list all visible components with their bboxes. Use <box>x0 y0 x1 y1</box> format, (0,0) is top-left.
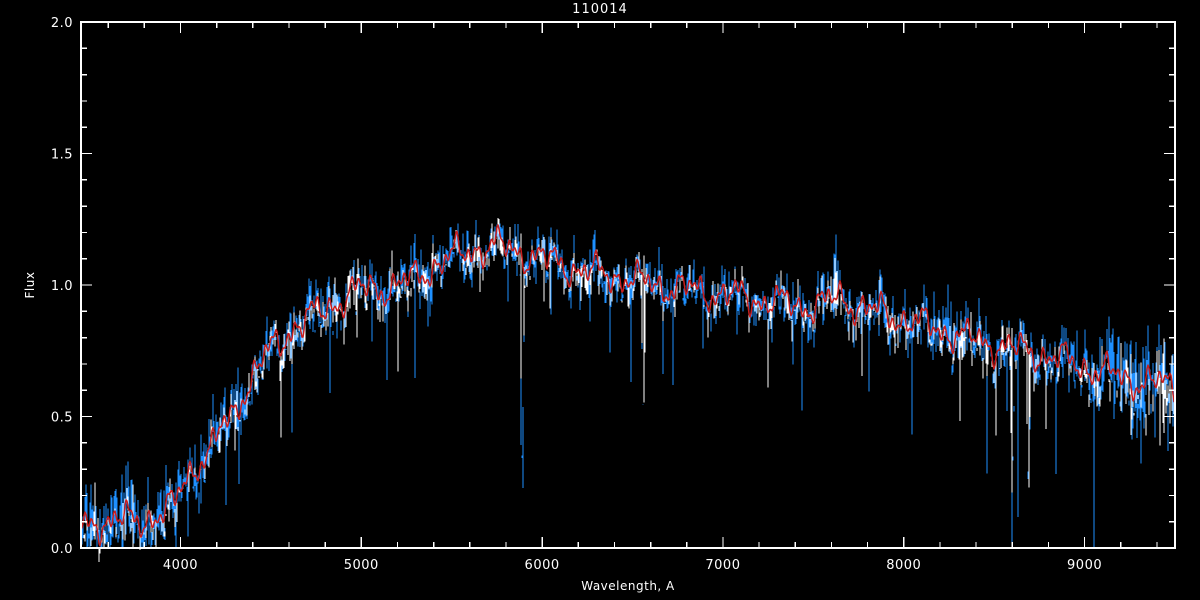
x-tick-label: 6000 <box>525 558 560 573</box>
plot-axes <box>80 21 1176 549</box>
y-tick-label: 1.0 <box>51 279 73 294</box>
y-axis-title: Flux <box>23 272 37 299</box>
y-tick-label: 0.0 <box>51 542 73 557</box>
x-tick-label: 4000 <box>163 558 198 573</box>
x-tick-label: 8000 <box>886 558 921 573</box>
y-tick-label: 0.5 <box>51 411 73 426</box>
x-tick-label: 9000 <box>1067 558 1102 573</box>
x-axis-title: Wavelength, A <box>581 579 675 593</box>
x-tick-label: 7000 <box>705 558 740 573</box>
x-tick-label: 5000 <box>344 558 379 573</box>
model-fit-curve <box>80 224 1176 547</box>
y-tick-label: 2.0 <box>51 16 73 31</box>
spectrum-data-layer <box>80 218 1176 563</box>
axis-labels: 4000 5000 6000 7000 8000 9000 0.0 0.5 1.0 1.5 2.0 W… <box>23 16 1102 593</box>
page-title: 110014 <box>572 2 628 17</box>
y-tick-label: 1.5 <box>51 148 73 163</box>
